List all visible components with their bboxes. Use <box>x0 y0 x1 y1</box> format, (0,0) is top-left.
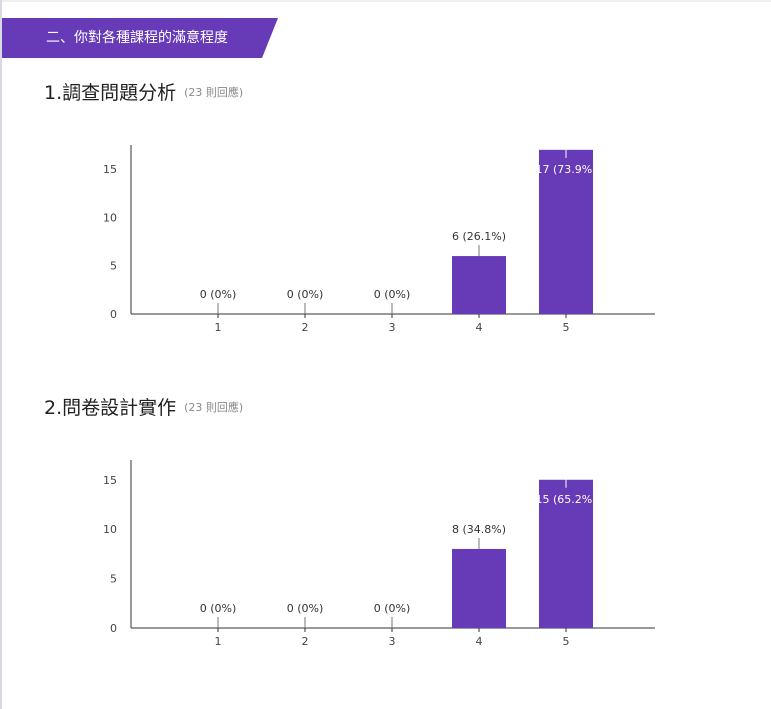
question-2-label: 2.問卷設計實作 <box>44 397 177 419</box>
question-2-bar-chart: 0 5 10 15 1 0 (0%) 2 0 (0%) 3 0 (0%) 4 8 (34.8%) 5 15… <box>0 455 771 655</box>
section-header: 二、你對各種課程的滿意程度 <box>2 18 278 58</box>
y-tick-label: 15 <box>103 163 117 176</box>
left-border <box>0 0 2 709</box>
y-tick-label: 0 <box>110 308 117 321</box>
bar[interactable] <box>539 479 593 628</box>
section-title: 二、你對各種課程的滿意程度 <box>46 30 228 46</box>
y-tick-label: 5 <box>110 573 117 586</box>
bar[interactable] <box>452 256 506 314</box>
x-tick-label: 3 <box>389 635 396 648</box>
y-tick-label: 10 <box>103 211 117 224</box>
x-tick-label: 5 <box>563 635 570 648</box>
y-tick-label: 0 <box>110 622 117 635</box>
x-tick-label: 1 <box>215 321 222 334</box>
y-tick-label: 15 <box>103 474 117 487</box>
x-tick-label: 4 <box>476 321 483 334</box>
bar[interactable] <box>452 548 506 628</box>
bar[interactable] <box>539 149 593 314</box>
x-tick-label: 2 <box>302 635 309 648</box>
data-label: 0 (0%) <box>374 288 411 301</box>
x-tick-label: 3 <box>389 321 396 334</box>
chart-2-svg: 0 5 10 15 1 0 (0%) 2 0 (0%) 3 0 (0%) 4 8 (34.8%) 5 15… <box>103 460 655 648</box>
data-label: 6 (26.1%) <box>452 230 506 243</box>
data-label: 0 (0%) <box>287 602 324 615</box>
top-border <box>0 0 771 2</box>
question-2-title: 2.問卷設計實作 (23 則回應) <box>44 393 243 420</box>
y-tick-label: 5 <box>110 260 117 273</box>
x-tick-label: 4 <box>476 635 483 648</box>
data-label: 0 (0%) <box>374 602 411 615</box>
data-label: 0 (0%) <box>200 602 237 615</box>
x-tick-label: 5 <box>563 321 570 334</box>
question-1-label: 1.調查問題分析 <box>44 82 177 104</box>
question-1-bar-chart: 0 5 10 15 1 0 (0%) 2 0 (0%) 3 0 (0%) 4 6 (26.1%) 5 17… <box>0 140 771 340</box>
x-tick-label: 1 <box>215 635 222 648</box>
data-label: 15 (65.2%) <box>535 493 596 506</box>
data-label: 0 (0%) <box>200 288 237 301</box>
data-label: 17 (73.9%) <box>535 163 596 176</box>
question-1-response-count: (23 則回應) <box>184 86 244 99</box>
section-header-background <box>2 18 278 58</box>
y-tick-label: 10 <box>103 523 117 536</box>
chart-1-svg: 0 5 10 15 1 0 (0%) 2 0 (0%) 3 0 (0%) 4 6 (26.1%) 5 17… <box>103 145 655 334</box>
question-2-response-count: (23 則回應) <box>184 401 244 414</box>
data-label: 0 (0%) <box>287 288 324 301</box>
question-1-title: 1.調查問題分析 (23 則回應) <box>44 78 243 105</box>
x-tick-label: 2 <box>302 321 309 334</box>
data-label: 8 (34.8%) <box>452 523 506 536</box>
